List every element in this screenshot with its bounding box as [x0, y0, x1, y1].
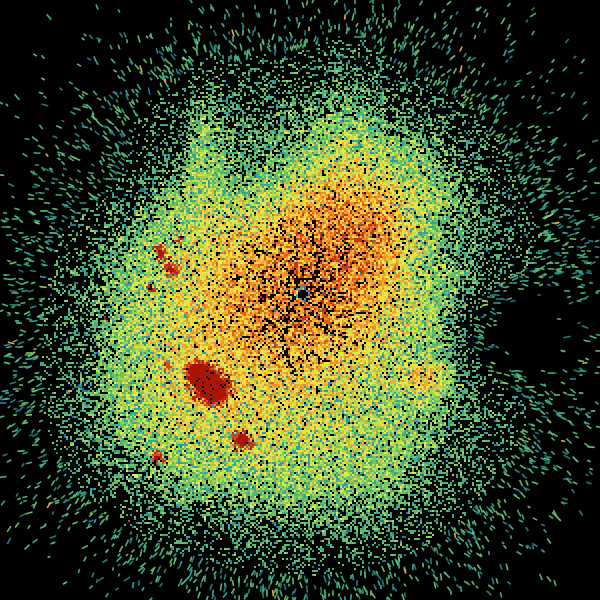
- galaxy-false-color-map: [0, 0, 600, 600]
- sky-map-viewport: [0, 0, 600, 600]
